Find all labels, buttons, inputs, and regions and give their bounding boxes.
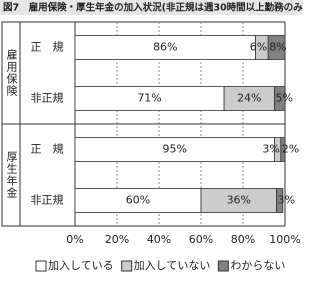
- y-tick-label: 正 規: [31, 40, 64, 54]
- chart-title: 図7 雇用保険・厚生年金の加入状況(非正規は週30時間以上勤務のみ): [3, 2, 303, 14]
- group-label: 雇用保険: [5, 48, 18, 97]
- value-label: 71%: [137, 92, 161, 105]
- y-tick-label: 非正規: [31, 193, 64, 207]
- x-tick-label: 0%: [66, 233, 83, 246]
- value-label: 95%: [163, 143, 187, 156]
- bar-segment: [74, 137, 275, 162]
- chart: 図7 雇用保険・厚生年金の加入状況(非正規は週30時間以上勤務のみ) 0% 20%…: [0, 0, 307, 272]
- value-label: 3%: [262, 143, 279, 156]
- legend-label: わからない: [230, 259, 285, 272]
- x-tick-label: 20%: [105, 233, 129, 246]
- title-band: [0, 0, 303, 15]
- group-label: 厚生年金: [5, 151, 18, 199]
- value-label: 2%: [282, 143, 299, 156]
- value-label: 60%: [126, 194, 150, 207]
- value-label: 86%: [153, 41, 177, 54]
- x-tick-label: 80%: [231, 233, 255, 246]
- bar-segment: [276, 188, 284, 213]
- x-tick-label: 40%: [147, 233, 171, 246]
- bar-segment: [74, 188, 202, 213]
- bar-segment: [267, 35, 286, 60]
- legend-label: 加入している: [48, 259, 114, 272]
- value-label: 8%: [269, 41, 286, 54]
- bar-segment: [74, 86, 225, 111]
- bar-segment: [280, 137, 286, 162]
- value-label: 5%: [276, 92, 293, 105]
- y-tick-label: 非正規: [31, 91, 64, 105]
- legend-swatch: [217, 260, 229, 272]
- value-label: 3%: [278, 194, 295, 207]
- legend-swatch: [35, 260, 47, 272]
- value-label: 24%: [237, 92, 261, 105]
- bar-segment: [223, 86, 275, 111]
- legend-label: 加入していない: [134, 259, 211, 272]
- value-label: 6%: [250, 41, 267, 54]
- bar-segment: [274, 86, 286, 111]
- y-tick-label: 正 規: [31, 142, 64, 156]
- x-tick-label: 60%: [189, 233, 213, 246]
- x-tick-label: 100%: [269, 233, 300, 246]
- legend-swatch: [121, 260, 133, 272]
- bar-segment: [200, 188, 277, 213]
- value-label: 36%: [227, 194, 251, 207]
